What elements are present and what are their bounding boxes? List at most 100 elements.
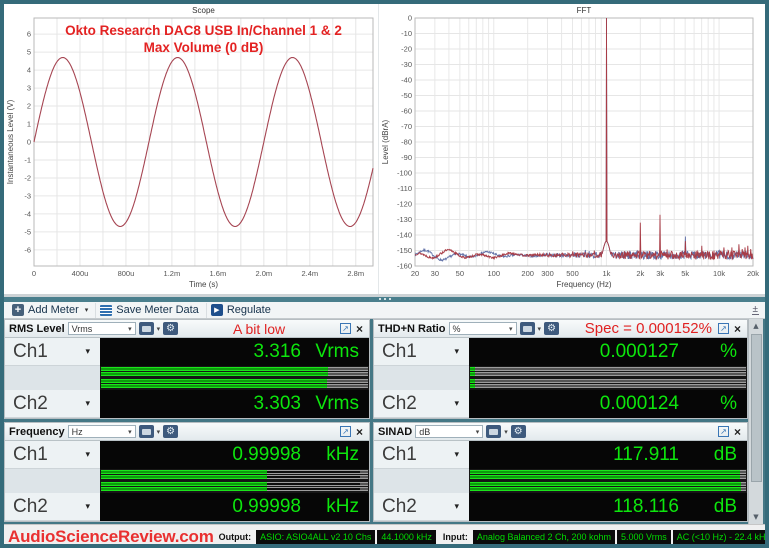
display-settings-button[interactable] [519, 322, 535, 335]
splitter-handle[interactable] [4, 294, 765, 302]
annotation-text: Spec = 0.000152% [584, 320, 712, 337]
channel-label[interactable]: Ch1 ▾ [5, 338, 100, 366]
scroll-up-icon[interactable]: ▲ [753, 322, 759, 330]
channel-name: Ch1 [13, 340, 48, 362]
level-bar-fill [470, 487, 742, 491]
popout-icon[interactable]: ↗ [717, 426, 729, 437]
svg-text:-10: -10 [401, 29, 412, 38]
regulate-button[interactable]: ▶ Regulate [207, 303, 278, 318]
svg-text:Okto Research DAC8 USB In/Chan: Okto Research DAC8 USB In/Channel 1 & 2 [65, 23, 342, 38]
meters-area: RMS Level Vrms ▾ ▾ ⚙ A bit low ↗ × Ch1 ▾ 3.316 Vrms… [4, 319, 765, 524]
unit-select[interactable]: % ▾ [448, 322, 517, 335]
channel-name: Ch1 [13, 443, 48, 465]
svg-text:10k: 10k [713, 269, 725, 278]
close-icon[interactable]: × [355, 321, 363, 336]
popout-icon[interactable]: ↗ [339, 323, 351, 334]
unit-select[interactable]: dB ▾ [415, 425, 484, 438]
svg-text:-50: -50 [401, 91, 412, 100]
meter-value-display: 0.99998 kHz [100, 441, 369, 469]
meter-panel-header: THD+N Ratio% ▾ ▾ ⚙ Spec = 0.000152% ↗ × [374, 320, 747, 338]
chevron-down-icon: ▾ [454, 501, 459, 511]
popout-icon[interactable]: ↗ [339, 426, 351, 437]
meter-value: 117.911 [613, 444, 679, 465]
chevron-down-icon[interactable]: ▾ [156, 325, 161, 333]
channel-label[interactable]: Ch1 ▾ [374, 441, 469, 469]
status-chip: ASIO: ASIO4ALL v2 10 Chs [256, 529, 376, 544]
level-bar-meter [469, 481, 747, 493]
svg-text:1.2m: 1.2m [164, 269, 181, 278]
channel-row: Ch2 ▾ 0.99998 kHz [5, 493, 369, 521]
chevron-down-icon[interactable]: ▾ [504, 428, 508, 436]
meter-unit: kHz [326, 444, 359, 465]
settings-button[interactable]: ⚙ [163, 425, 179, 438]
meter-value-display: 3.316 Vrms [100, 338, 369, 366]
unit-select[interactable]: Hz ▾ [67, 425, 136, 438]
popout-icon[interactable]: ↗ [717, 323, 729, 334]
watermark-text: AudioScienceReview.com [8, 526, 214, 546]
svg-text:-3: -3 [24, 191, 31, 200]
meter-panel-body: Ch1 ▾ 0.99998 kHz Ch2 ▾ 0.99998 kHz [5, 441, 369, 521]
channel-label[interactable]: Ch2 ▾ [374, 493, 469, 521]
channel-row: Ch1 ▾ 0.000127% [374, 338, 747, 366]
status-chip: 5.000 Vrms [617, 529, 671, 544]
regulate-label: Regulate [226, 304, 271, 316]
meter-value: 3.303 [253, 393, 301, 414]
meter-unit: Vrms [315, 341, 359, 362]
svg-text:20: 20 [411, 269, 419, 278]
display-settings-button[interactable] [138, 322, 154, 335]
meter-title: SINAD [378, 425, 413, 438]
svg-text:6: 6 [27, 30, 31, 39]
svg-text:400u: 400u [72, 269, 89, 278]
save-meter-data-button[interactable]: Save Meter Data [96, 302, 207, 318]
svg-text:-2: -2 [24, 173, 31, 182]
gear-icon: ⚙ [166, 322, 176, 334]
channel-label[interactable]: Ch1 ▾ [374, 338, 469, 366]
channel-label[interactable]: Ch2 ▾ [374, 390, 469, 418]
level-bar-track [470, 487, 746, 491]
scroll-down-icon[interactable]: ▼ [753, 513, 759, 521]
chevron-down-icon[interactable]: ▾ [156, 428, 161, 436]
meter-panel-thdn: THD+N Ratio% ▾ ▾ ⚙ Spec = 0.000152% ↗ × Ch1 ▾ 0.0… [373, 319, 748, 419]
peak-indicator [266, 483, 360, 485]
channel-name: Ch2 [13, 495, 48, 517]
channel-label[interactable]: Ch2 ▾ [5, 493, 100, 521]
meter-display-icon [141, 428, 151, 435]
close-icon[interactable]: × [733, 424, 741, 439]
settings-button[interactable]: ⚙ [510, 425, 526, 438]
chevron-down-icon: ▾ [475, 428, 480, 436]
close-icon[interactable]: × [355, 424, 363, 439]
peak-indicator [266, 488, 360, 490]
level-bar-track [101, 487, 368, 491]
io-status: Output: ASIO: ASIO4ALL v2 10 Chs 44.1000 … [214, 529, 765, 544]
channel-row: Ch1 ▾ 3.316 Vrms [5, 338, 369, 366]
pin-icon[interactable]: ± [751, 304, 759, 315]
channel-label[interactable]: Ch2 ▾ [5, 390, 100, 418]
unit-select-value: Vrms [71, 323, 93, 334]
svg-text:3: 3 [27, 84, 31, 93]
svg-text:1.6m: 1.6m [210, 269, 227, 278]
chevron-down-icon: ▾ [454, 449, 459, 459]
svg-text:2: 2 [27, 102, 31, 111]
svg-text:-150: -150 [397, 246, 412, 255]
unit-select[interactable]: Vrms ▾ [67, 322, 136, 335]
level-bar-fill [470, 482, 742, 486]
level-bar-fill [101, 384, 328, 388]
settings-button[interactable]: ⚙ [544, 322, 560, 335]
unit-select-value: % [452, 323, 461, 334]
svg-text:200: 200 [521, 269, 534, 278]
add-meter-button[interactable]: + Add Meter ▾ [8, 302, 97, 318]
close-icon[interactable]: × [733, 321, 741, 336]
meter-panel-body: Ch1 ▾ 0.000127% Ch2 ▾ 0.000124% [374, 338, 747, 418]
channel-label[interactable]: Ch1 ▾ [5, 441, 100, 469]
gear-icon: ⚙ [166, 425, 176, 437]
meters-scrollbar[interactable]: ▲ ▼ [748, 319, 763, 524]
chevron-down-icon[interactable]: ▾ [84, 307, 89, 314]
display-settings-button[interactable] [486, 425, 502, 438]
display-settings-button[interactable] [138, 425, 154, 438]
settings-button[interactable]: ⚙ [163, 322, 179, 335]
chevron-down-icon[interactable]: ▾ [537, 325, 542, 333]
add-meter-label: Add Meter [28, 304, 79, 316]
chevron-down-icon: ▾ [85, 346, 90, 356]
scrollbar-thumb[interactable] [750, 334, 762, 482]
